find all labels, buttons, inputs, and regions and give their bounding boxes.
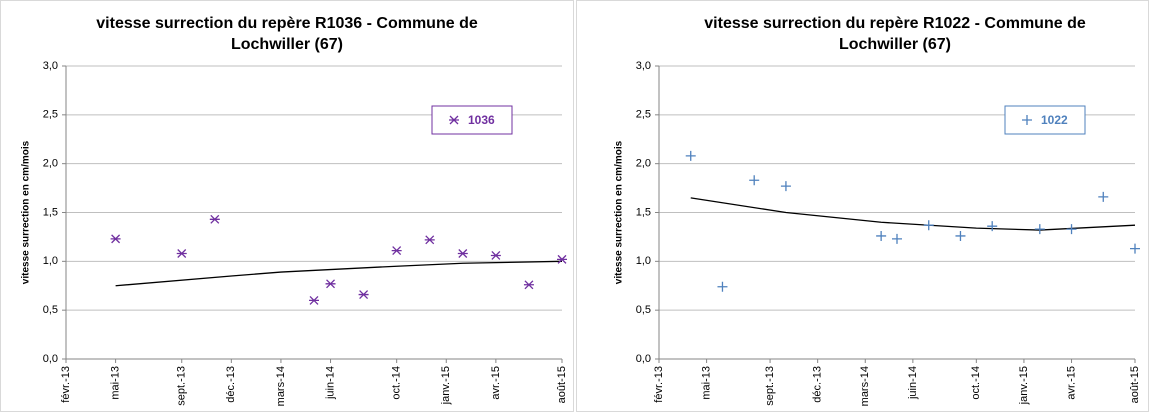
data-point <box>209 214 220 224</box>
y-tick-label: 3,0 <box>636 60 651 72</box>
legend-marker <box>449 115 459 125</box>
x-tick-label: janv.-15 <box>1018 366 1030 405</box>
data-point <box>490 251 501 260</box>
panel-border <box>0 0 574 412</box>
x-tick-label: mars-14 <box>275 366 287 406</box>
data-point <box>424 235 435 245</box>
data-point <box>358 290 369 299</box>
chart-title: Lochwiller (67) <box>839 36 951 53</box>
y-tick-label: 1,5 <box>43 206 58 218</box>
legend-box <box>1004 105 1086 135</box>
legend-label: 1036 <box>468 113 495 127</box>
y-tick-label: 2,5 <box>43 109 58 121</box>
x-tick-label: mai-13 <box>110 366 122 400</box>
data-point <box>749 175 760 186</box>
data-point <box>717 281 728 292</box>
legend-label: 1022 <box>1041 113 1068 127</box>
data-point <box>876 230 887 241</box>
x-tick-label: août-15 <box>556 366 568 403</box>
y-tick-label: 0,5 <box>636 304 651 316</box>
data-point <box>987 221 998 232</box>
data-point <box>309 295 319 305</box>
x-tick-label: juin-14 <box>324 366 336 400</box>
data-point <box>325 279 336 289</box>
x-tick-label: sept.-13 <box>764 366 776 406</box>
data-point <box>1034 224 1045 235</box>
y-tick-label: 0,0 <box>636 353 651 365</box>
x-tick-label: févr.-13 <box>60 366 72 403</box>
legend-marker <box>1022 115 1032 125</box>
trendline <box>115 260 563 287</box>
data-point <box>955 230 966 241</box>
x-tick-label: févr.-13 <box>653 366 665 403</box>
legend-box <box>431 105 513 135</box>
data-point <box>1130 243 1140 254</box>
y-tick-label: 1,0 <box>43 255 58 267</box>
data-point <box>923 220 934 231</box>
y-tick-label: 0,0 <box>43 353 58 365</box>
x-tick-label: déc.-13 <box>225 366 237 403</box>
panel-border <box>576 0 1149 412</box>
x-tick-label: oct.-14 <box>391 366 403 400</box>
data-point <box>780 181 791 192</box>
chart-title: vitesse surrection du repère R1022 - Com… <box>704 15 1086 32</box>
y-axis-label: vitesse surrection en cm/mois <box>614 140 625 284</box>
x-tick-label: avr.-15 <box>1065 366 1077 400</box>
x-tick-label: déc.-13 <box>812 366 824 403</box>
data-point <box>110 234 121 244</box>
chart-title: vitesse surrection du repère R1036 - Com… <box>96 15 478 32</box>
x-tick-label: juin-14 <box>907 366 919 400</box>
data-point <box>892 233 902 244</box>
data-point <box>176 249 187 258</box>
x-tick-label: avr.-15 <box>490 366 502 400</box>
chart-title: Lochwiller (67) <box>231 36 343 53</box>
y-tick-label: 2,0 <box>43 158 58 170</box>
data-point <box>1098 191 1109 202</box>
x-tick-label: janv.-15 <box>440 366 452 405</box>
data-point <box>685 150 696 161</box>
data-point <box>457 249 468 258</box>
y-tick-label: 1,5 <box>636 206 651 218</box>
data-point <box>557 254 567 264</box>
data-point <box>523 280 534 290</box>
x-tick-label: sept.-13 <box>176 366 188 406</box>
x-tick-label: août-15 <box>1129 366 1141 403</box>
x-tick-label: mars-14 <box>859 366 871 406</box>
y-tick-label: 0,5 <box>43 304 58 316</box>
y-tick-label: 3,0 <box>43 60 58 72</box>
x-tick-label: oct.-14 <box>970 366 982 400</box>
x-tick-label: mai-13 <box>701 366 713 400</box>
data-point <box>1066 224 1077 235</box>
y-tick-label: 2,0 <box>636 158 651 170</box>
y-tick-label: 2,5 <box>636 109 651 121</box>
y-axis-label: vitesse surrection en cm/mois <box>21 140 32 284</box>
y-tick-label: 1,0 <box>636 255 651 267</box>
data-point <box>391 246 402 256</box>
